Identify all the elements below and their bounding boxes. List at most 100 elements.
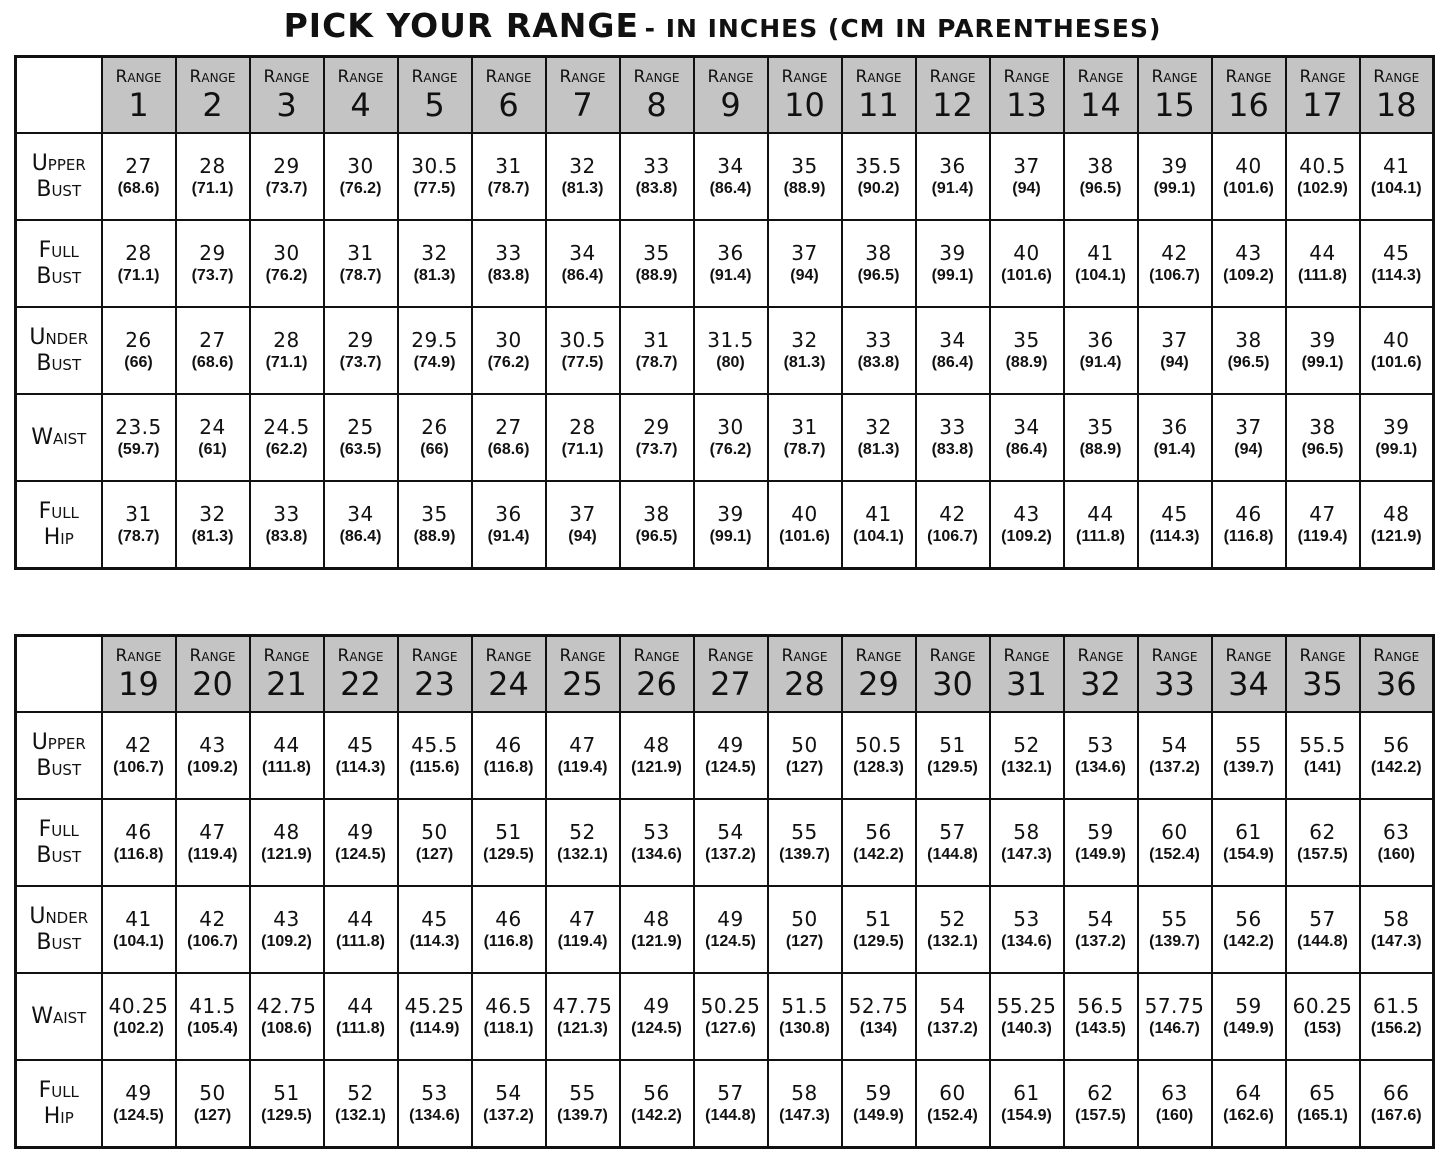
measurement-cell: 33 (83.8)	[470, 219, 547, 308]
range-header: Range 34	[1210, 634, 1287, 713]
range-header: Range 22	[322, 634, 399, 713]
range-header: Range 35	[1284, 634, 1361, 713]
cm-value: (99.1)	[1375, 440, 1418, 458]
cm-value: (137.2)	[705, 845, 756, 863]
measurement-cell: 49 (124.5)	[618, 972, 695, 1061]
inches-value: 36	[495, 501, 522, 526]
measurement-cell: 26 (66)	[396, 393, 473, 482]
measurement-cell: 55 (139.7)	[544, 1059, 621, 1149]
range-number: 29	[858, 665, 899, 703]
inches-value: 46	[1235, 501, 1262, 526]
inches-value: 37	[1161, 327, 1188, 352]
range-number: 11	[858, 86, 899, 124]
inches-value: 34	[347, 501, 374, 526]
cm-value: (132.1)	[1001, 758, 1052, 776]
measurement-cell: 55.25 (140.3)	[988, 972, 1065, 1061]
cm-value: (78.7)	[339, 266, 382, 284]
cm-value: (86.4)	[931, 353, 974, 371]
range-header: Range 1	[100, 55, 177, 134]
cm-value: (139.7)	[779, 845, 830, 863]
measurement-row: Waist 23.5 (59.7) 24 (61) 24.5 (62.2) 25 (63.5) 2…	[14, 393, 1435, 482]
inches-value: 44	[347, 993, 374, 1018]
measurement-cell: 55 (139.7)	[1210, 711, 1287, 800]
cm-value: (66)	[420, 440, 449, 458]
range-label: Range	[929, 646, 976, 666]
cm-value: (119.4)	[187, 845, 238, 863]
inches-value: 32	[199, 501, 226, 526]
cm-value: (94)	[1012, 179, 1041, 197]
inches-value: 58	[1383, 906, 1410, 931]
measurement-cell: 47 (119.4)	[544, 885, 621, 974]
range-number: 7	[572, 86, 593, 124]
inches-value: 58	[1013, 819, 1040, 844]
inches-value: 60.25	[1292, 993, 1353, 1018]
measurement-cell: 52.75 (134)	[840, 972, 917, 1061]
range-number: 16	[1228, 86, 1269, 124]
measurement-cell: 30 (76.2)	[322, 132, 399, 221]
measurement-cell: 44 (111.8)	[1062, 480, 1139, 570]
inches-value: 50	[791, 732, 818, 757]
cm-value: (78.7)	[783, 440, 826, 458]
range-label: Range	[1003, 67, 1050, 87]
measurement-cell: 42.75 (108.6)	[248, 972, 325, 1061]
inches-value: 41	[125, 906, 152, 931]
inches-value: 29	[273, 153, 300, 178]
measurement-cell: 38 (96.5)	[1062, 132, 1139, 221]
measurement-cell: 35 (88.9)	[396, 480, 473, 570]
cm-value: (142.2)	[1370, 758, 1422, 776]
cm-value: (152.4)	[1149, 845, 1200, 863]
measurement-cell: 57.75 (146.7)	[1136, 972, 1213, 1061]
inches-value: 55	[791, 819, 818, 844]
corner-cell	[14, 55, 103, 134]
cm-value: (106.7)	[1149, 266, 1200, 284]
range-label: Range	[263, 646, 310, 666]
inches-value: 26	[125, 327, 152, 352]
cm-value: (124.5)	[113, 1106, 164, 1124]
cm-value: (160)	[1155, 1106, 1194, 1124]
range-header: Range 6	[470, 55, 547, 134]
range-label: Range	[1151, 67, 1198, 87]
inches-value: 27	[495, 414, 522, 439]
measurement-cell: 61.5 (156.2)	[1358, 972, 1435, 1061]
measurement-cell: 41 (104.1)	[840, 480, 917, 570]
inches-value: 36	[1087, 327, 1114, 352]
range-number: 30	[932, 665, 973, 703]
cm-value: (76.2)	[265, 266, 308, 284]
inches-value: 32	[865, 414, 892, 439]
cm-value: (88.9)	[783, 179, 826, 197]
inches-value: 62	[1309, 819, 1336, 844]
inches-value: 35	[421, 501, 448, 526]
measurement-cell: 39 (99.1)	[1136, 132, 1213, 221]
page-title: PICK YOUR RANGE - IN INCHES (CM IN PAREN…	[0, 6, 1445, 45]
range-header: Range 8	[618, 55, 695, 134]
inches-value: 55	[569, 1080, 596, 1105]
measurement-cell: 62 (157.5)	[1284, 798, 1361, 887]
inches-value: 59	[865, 1080, 892, 1105]
inches-value: 41	[865, 501, 892, 526]
inches-value: 44	[1087, 501, 1114, 526]
inches-value: 48	[643, 732, 670, 757]
range-number: 10	[784, 86, 825, 124]
cm-value: (104.1)	[1370, 179, 1422, 197]
range-label: Range	[633, 646, 680, 666]
inches-value: 35	[643, 240, 670, 265]
inches-value: 23.5	[115, 414, 162, 439]
cm-value: (162.6)	[1223, 1106, 1274, 1124]
inches-value: 31	[495, 153, 522, 178]
cm-value: (128.3)	[853, 758, 904, 776]
measurement-cell: 50.25 (127.6)	[692, 972, 769, 1061]
measurement-cell: 32 (81.3)	[396, 219, 473, 308]
inches-value: 56	[1235, 906, 1262, 931]
row-label-line: Bust	[36, 176, 82, 202]
cm-value: (154.9)	[1001, 1106, 1052, 1124]
cm-value: (94)	[568, 527, 597, 545]
inches-value: 36	[1161, 414, 1188, 439]
measurement-cell: 43 (109.2)	[248, 885, 325, 974]
inches-value: 60	[1161, 819, 1188, 844]
measurement-cell: 51 (129.5)	[914, 711, 991, 800]
inches-value: 36	[717, 240, 744, 265]
cm-value: (137.2)	[1075, 932, 1126, 950]
inches-value: 53	[1087, 732, 1114, 757]
measurement-cell: 44 (111.8)	[248, 711, 325, 800]
range-header: Range 13	[988, 55, 1065, 134]
